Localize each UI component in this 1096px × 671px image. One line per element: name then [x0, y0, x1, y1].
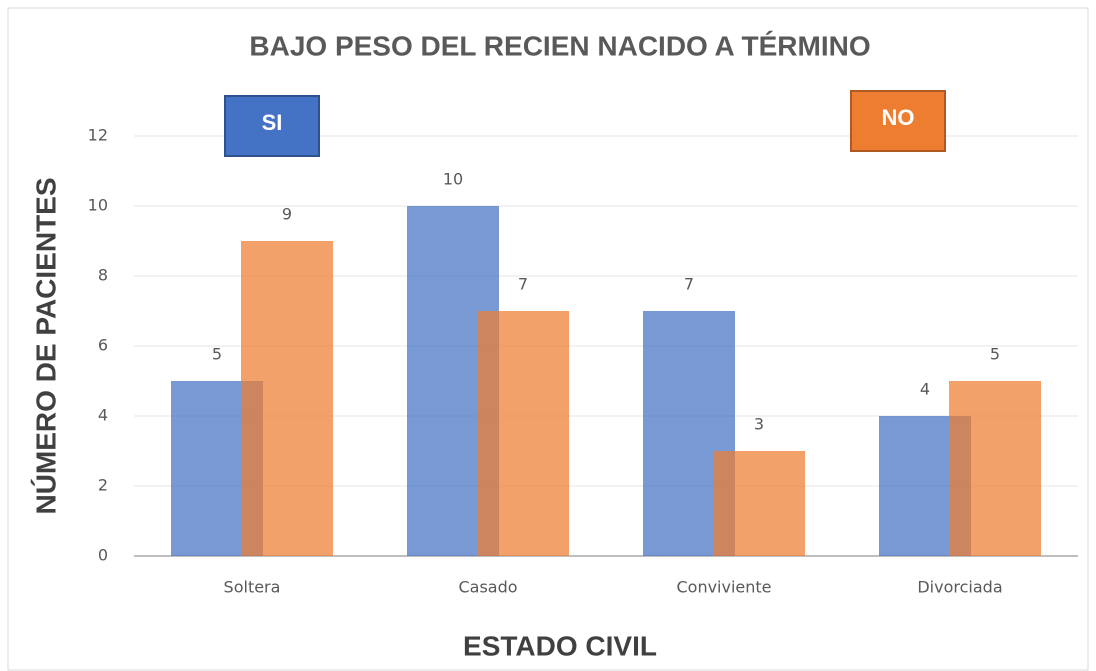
- x-tick-label: Divorciada: [917, 578, 1002, 597]
- x-tick-label: Soltera: [224, 578, 281, 597]
- value-label: 7: [518, 275, 528, 294]
- legend-swatch: [224, 95, 320, 157]
- bar: [713, 451, 805, 556]
- value-label: 4: [920, 380, 930, 399]
- value-label: 10: [443, 170, 463, 189]
- bar: [241, 241, 333, 556]
- bar: [949, 381, 1041, 556]
- y-tick-label: 8: [98, 266, 108, 285]
- y-tick-label: 2: [98, 476, 108, 495]
- x-tick-label: Casado: [458, 578, 517, 597]
- legend-label: NO: [882, 105, 915, 130]
- x-axis-label: ESTADO CIVIL: [463, 630, 657, 661]
- value-label: 9: [282, 205, 292, 224]
- bar: [477, 311, 569, 556]
- chart-title: BAJO PESO DEL RECIEN NACIDO A TÉRMINO: [249, 30, 870, 61]
- y-axis-label: NÚMERO DE PACIENTES: [30, 177, 61, 514]
- y-tick-label: 12: [88, 126, 108, 145]
- y-tick-label: 10: [88, 196, 108, 215]
- x-tick-label: Conviviente: [676, 578, 771, 597]
- value-label: 3: [754, 415, 764, 434]
- y-tick-label: 0: [98, 546, 108, 565]
- y-tick-label: 4: [98, 406, 108, 425]
- value-label: 5: [990, 345, 1000, 364]
- value-label: 7: [684, 275, 694, 294]
- legend-swatch: [850, 90, 946, 152]
- value-label: 5: [212, 345, 222, 364]
- legend-label: SI: [262, 110, 283, 135]
- y-tick-label: 6: [98, 336, 108, 355]
